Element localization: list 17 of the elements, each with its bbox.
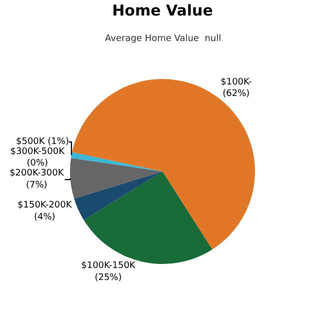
chart-title: Home Value	[112, 1, 213, 20]
pie-slice	[70, 158, 162, 199]
chart-subtitle: Average Home Value null	[105, 34, 222, 44]
pie-slice	[72, 79, 255, 250]
slice-label: $150K-200K	[18, 200, 73, 211]
data-label: (62%)	[222, 89, 250, 99]
slice-label: $100K-150K	[81, 261, 136, 272]
slice-label: $100K-	[220, 77, 252, 88]
pie-slice	[70, 152, 162, 172]
category-label: $300K-500K	[10, 146, 64, 157]
slice-label: $200K-300K	[10, 168, 65, 179]
slice-label: $500K (1%)	[16, 136, 69, 147]
text: (0%)	[26, 158, 48, 169]
data-label: (7%)	[26, 180, 48, 190]
pie-slice	[74, 172, 162, 220]
data-label: (25%)	[94, 272, 122, 283]
data-label: (4%)	[34, 212, 56, 222]
